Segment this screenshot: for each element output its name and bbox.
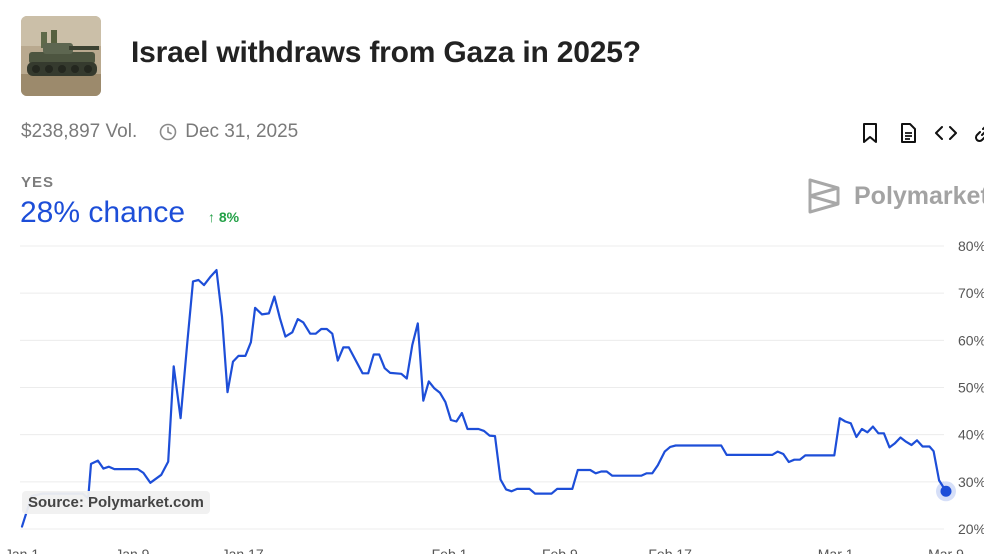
market-title: Israel withdraws from Gaza in 2025?	[131, 36, 641, 69]
price-chart: 20% 30% 40% 50% 60% 70% 80% Jan 1 Jan 9 Jan 17 Fe…	[5, 238, 984, 554]
y-tick-label: 40%	[958, 427, 984, 443]
bookmark-icon[interactable]	[858, 121, 882, 145]
link-icon[interactable]	[972, 121, 984, 145]
delta-badge: ↑ 8%	[208, 209, 240, 225]
clock-icon	[159, 123, 177, 141]
y-tick-label: 50%	[958, 380, 984, 396]
y-tick-label: 80%	[958, 238, 984, 254]
market-toolbar	[858, 121, 984, 145]
x-tick-label: Mar 1	[818, 546, 854, 554]
y-tick-label: 30%	[958, 474, 984, 490]
x-axis: Jan 1 Jan 9 Jan 17 Feb 1 Feb 9 Feb 17 Mar 1 Mar…	[5, 546, 964, 554]
polymarket-logo: Polymarket	[806, 176, 984, 216]
outcome-label: YES	[21, 174, 55, 191]
x-tick-label: Feb 17	[648, 546, 692, 554]
series	[20, 268, 956, 528]
chance-text: 28% chance	[20, 196, 186, 229]
x-tick-label: Mar 9	[928, 546, 964, 554]
market-meta: $238,897 Vol. Dec 31, 2025	[21, 121, 298, 143]
y-tick-label: 20%	[958, 521, 984, 537]
volume-text: $238,897 Vol.	[21, 121, 138, 142]
market-thumbnail	[21, 16, 101, 96]
y-tick-label: 60%	[958, 332, 984, 348]
x-tick-label: Jan 9	[115, 546, 149, 554]
x-tick-label: Jan 17	[222, 546, 264, 554]
source-label: Source: Polymarket.com	[22, 491, 210, 514]
end-date-text: Dec 31, 2025	[185, 121, 299, 142]
x-tick-label: Feb 1	[432, 546, 468, 554]
embed-code-icon[interactable]	[934, 121, 958, 145]
current-point	[940, 485, 952, 497]
x-tick-label: Feb 9	[542, 546, 578, 554]
x-tick-label: Jan 1	[5, 546, 39, 554]
polymarket-mark-icon	[808, 178, 840, 214]
brand-name: Polymarket	[854, 181, 984, 210]
grid	[20, 245, 944, 530]
document-icon[interactable]	[896, 121, 920, 145]
series-line	[20, 268, 948, 528]
y-axis: 20% 30% 40% 50% 60% 70% 80%	[958, 238, 984, 537]
tank-image	[21, 16, 101, 96]
y-tick-label: 70%	[958, 285, 984, 301]
